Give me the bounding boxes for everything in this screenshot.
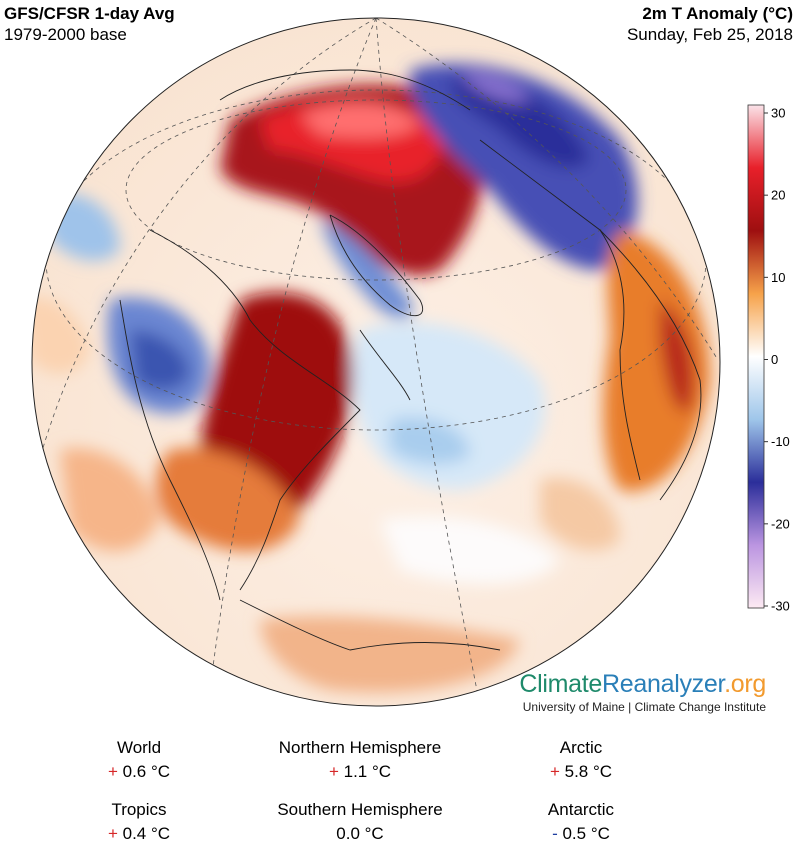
- baseline-label: 1979-2000 base: [4, 25, 127, 44]
- stat-label: World: [116, 738, 162, 757]
- branding: ClimateReanalyzer.org University of Main…: [519, 669, 766, 714]
- stat-value: - 0.5 °C: [552, 824, 610, 843]
- stat-arctic: Arctic + 5.8 °C: [451, 737, 711, 783]
- colorbar-tick-label: -10: [771, 434, 790, 449]
- stat-value: 0.0 °C: [336, 824, 384, 843]
- stat-world: World + 0.6 °C: [9, 737, 269, 783]
- colorbar-tick-label: 10: [771, 270, 785, 285]
- brand-subtitle: University of Maine | Climate Change Ins…: [522, 700, 766, 714]
- stat-label: Antarctic: [547, 800, 615, 819]
- date-label: Sunday, Feb 25, 2018: [626, 25, 793, 44]
- colorbar-ticks: 30 20 10 0 -10 -20 -30: [764, 106, 790, 614]
- colorbar-tick-label: 20: [771, 188, 785, 203]
- stat-label: Northern Hemisphere: [278, 738, 442, 757]
- stat-label: Southern Hemisphere: [277, 800, 443, 819]
- brand-logo-text: ClimateReanalyzer.org: [519, 670, 766, 698]
- stat-northern-hemisphere: Northern Hemisphere + 1.1 °C: [230, 737, 490, 783]
- globe-outline: [31, 17, 721, 707]
- colorbar-tick-label: 0: [771, 352, 778, 367]
- colorbar-bar: [747, 104, 765, 609]
- stat-value: + 5.8 °C: [549, 762, 613, 781]
- stat-sign: -: [552, 824, 563, 843]
- stat-label: Tropics: [111, 800, 167, 819]
- colorbar-tick-label: -20: [771, 516, 790, 531]
- stat-sign: +: [107, 824, 123, 843]
- stat-value: + 1.1 °C: [328, 762, 392, 781]
- map-title: GFS/CFSR 1-day Avg: [4, 4, 175, 23]
- colorbar-tick-label: 30: [771, 106, 785, 121]
- stat-label: Arctic: [559, 738, 603, 757]
- stat-antarctic: Antarctic - 0.5 °C: [451, 799, 711, 845]
- stat-southern-hemisphere: Southern Hemisphere 0.0 °C: [230, 799, 490, 845]
- stat-tropics: Tropics + 0.4 °C: [9, 799, 269, 845]
- variable-title: 2m T Anomaly (°C): [642, 4, 793, 23]
- stat-value: + 0.6 °C: [107, 762, 171, 781]
- coastlines: [119, 69, 702, 651]
- stat-sign: +: [107, 762, 123, 781]
- stat-sign: +: [328, 762, 344, 781]
- stat-value: + 0.4 °C: [107, 824, 171, 843]
- colorbar-tick-label: -30: [771, 599, 790, 614]
- stat-sign: +: [549, 762, 565, 781]
